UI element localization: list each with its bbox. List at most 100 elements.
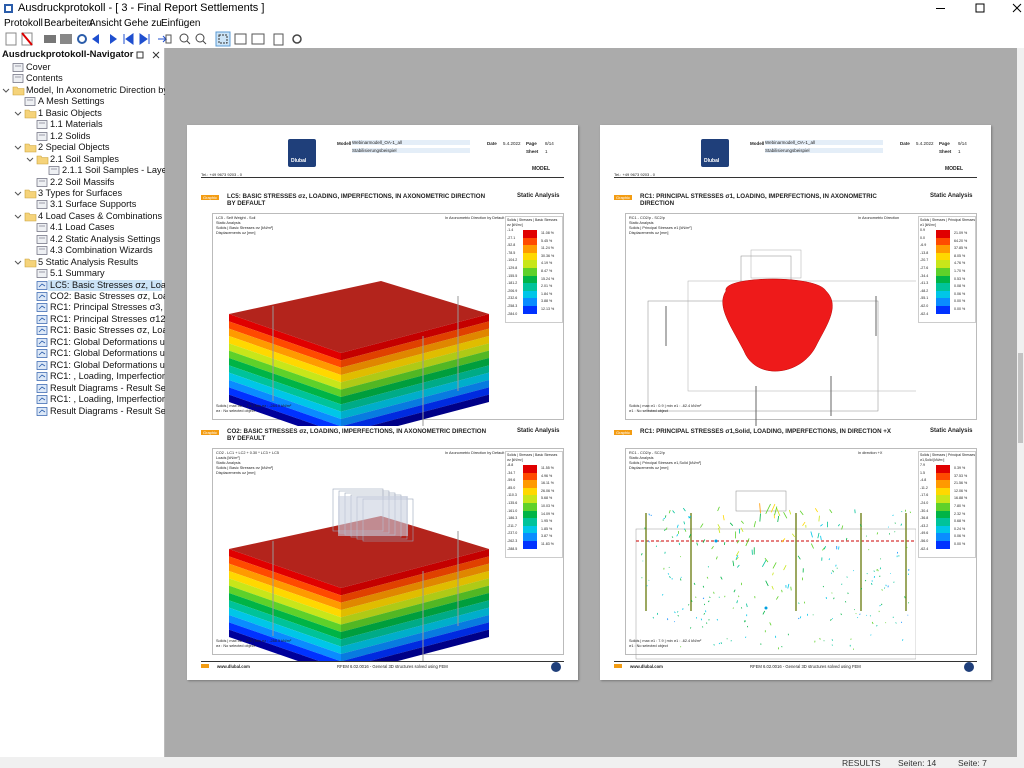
tree-item[interactable]: LC5: Basic Stresses σz, Loading, I... <box>50 279 199 290</box>
tree-item[interactable]: Result Diagrams - Result Section ... <box>50 382 196 393</box>
stress-band-side <box>341 571 489 618</box>
menu-item[interactable]: Protokoll <box>4 18 43 29</box>
result-icon <box>36 326 48 336</box>
legend-value: -1.4 <box>507 228 514 232</box>
page-icon <box>36 246 48 256</box>
folder-icon <box>24 212 37 222</box>
result-glyph <box>38 386 46 390</box>
stress-vector <box>700 618 703 621</box>
legend-percent: 0.00 % <box>954 307 966 311</box>
figure-caption: Static Analysis <box>216 461 241 465</box>
tree-item[interactable]: Cover <box>26 62 51 72</box>
tree-item[interactable]: 4.1 Load Cases <box>50 222 115 233</box>
tree-item[interactable]: RC1: Basic Stresses σz, Loading, ... <box>50 325 198 336</box>
folder-icon <box>36 155 49 164</box>
stress-vector <box>736 564 740 568</box>
toolbar <box>0 30 1024 49</box>
stress-vector <box>876 569 878 571</box>
tree-item[interactable]: RC1: , Loading, Imperfections, I... <box>50 371 187 382</box>
tree-item[interactable]: Contents <box>26 73 63 84</box>
tree-item[interactable]: 2 Special Objects <box>38 142 110 153</box>
legend-percent: 26.06 % <box>541 488 555 493</box>
tel: Tel.: +49 9673 9203 - 0 <box>614 172 656 177</box>
tree-item[interactable]: 3.1 Surface Supports <box>50 199 137 210</box>
tree-item[interactable]: 4.2 Static Analysis Settings <box>50 233 161 244</box>
tree-item[interactable]: 5.1 Summary <box>50 268 105 279</box>
stress-vector <box>735 554 739 560</box>
tree-item[interactable]: A Mesh Settings <box>38 96 105 107</box>
tree-item[interactable]: RC1: Global Deformations uZ, Loa... <box>50 348 199 359</box>
stress-vector <box>844 601 847 603</box>
page-number: 8/14 <box>545 141 554 146</box>
stress-band-front <box>229 549 341 596</box>
menu-item[interactable]: Bearbeiten <box>44 18 93 29</box>
menu-item[interactable]: Gehe zu <box>124 18 162 29</box>
menu-item[interactable]: Einfügen <box>161 18 201 29</box>
tree-item[interactable]: 1 Basic Objects <box>38 107 102 118</box>
stress-vector <box>646 585 648 587</box>
vertical-scrollbar[interactable] <box>1017 48 1024 757</box>
tree-item[interactable]: 4.3 Combination Wizards <box>50 245 153 256</box>
tree-item[interactable]: RC1: , Loading, Imperfections, I... <box>50 394 187 405</box>
tree-item[interactable]: RC1: Principal Stresses σ123, Loa... <box>50 313 199 324</box>
figure-caption: Static Analysis <box>216 221 241 225</box>
stress-vector <box>703 612 706 615</box>
result-glyph <box>38 340 46 345</box>
figure-direction: In Axonometric Direction by Default <box>445 216 505 220</box>
tree-item[interactable]: CO2: Basic Stresses σz, Loading, ... <box>50 291 199 301</box>
section-name: MODEL <box>532 166 551 172</box>
stress-vector <box>772 562 777 569</box>
window-controls[interactable] <box>930 0 1024 17</box>
stress-vector <box>740 520 744 524</box>
menu-item[interactable]: Ansicht <box>89 18 122 29</box>
tree-item[interactable]: Model, In Axonometric Direction by Defau… <box>26 84 200 95</box>
stress-band-front <box>229 593 341 640</box>
navigator-buttons[interactable] <box>136 50 162 60</box>
figure-title: CO2: BASIC STRESSES σz, LOADING, IMPERFE… <box>227 428 487 442</box>
legend-percent: 1.85 % <box>541 526 553 531</box>
toolbar-icons[interactable] <box>0 30 320 48</box>
legend-percent: 2.01 % <box>541 284 553 289</box>
legend-swatch <box>523 518 537 526</box>
figure-frame: RC1 - CO2/p - SC2/p Static Analysis Solids… <box>625 448 977 660</box>
stress-band-side <box>342 622 489 661</box>
status-mode: RESULTS <box>842 758 881 768</box>
stress-vector <box>792 533 795 538</box>
stress-vector <box>713 591 715 594</box>
stress-band-front <box>229 380 341 426</box>
tree-item[interactable]: 1.2 Solids <box>50 130 91 141</box>
tree-icons <box>36 292 48 301</box>
tree-icons <box>48 166 60 175</box>
tree-item[interactable]: RC1: Global Deformations uZ, Loa... <box>50 336 199 347</box>
tree-item[interactable]: 2.1 Soil Samples <box>50 153 119 164</box>
tree-item[interactable]: 4 Load Cases & Combinations <box>38 210 163 221</box>
legend-swatch <box>523 260 537 268</box>
stress-band-side <box>341 372 489 419</box>
tree-item[interactable]: 2.1.1 Soil Samples - Layers <box>62 165 175 176</box>
tree-item[interactable]: 1.1 Materials <box>50 119 103 130</box>
tree-item[interactable]: RC1: Principal Stresses σ3, Loa... <box>50 302 189 313</box>
stress-vector <box>740 527 744 533</box>
stress-vector <box>880 558 882 560</box>
page-icon <box>36 200 48 210</box>
tree-expander <box>2 88 10 93</box>
figure-graphic <box>229 281 489 426</box>
tree-item[interactable]: RC1: Global Deformations uZ, Loa... <box>50 359 199 370</box>
legend-percent: 0.39 % <box>954 466 966 470</box>
legend-swatch <box>523 525 537 534</box>
model-desc: Stabilisierungsbeispiel <box>765 148 883 153</box>
sheet-label: Sheet <box>939 149 952 154</box>
figure-summary: Solids | max σz : -8.8 | min σz : -288.5… <box>216 639 292 643</box>
legend-percent: 64.20 % <box>954 238 968 243</box>
stress-vector <box>680 646 682 648</box>
stress-vector <box>683 528 686 530</box>
side-shade <box>341 314 489 426</box>
tree-item[interactable]: 3 Types for Surfaces <box>38 187 123 198</box>
tree-item[interactable]: Result Diagrams - Result Section ... <box>50 405 196 416</box>
tree-item[interactable]: 2.2 Soil Massifs <box>50 176 115 187</box>
footer-left: www.dlubal.com <box>630 664 663 669</box>
stress-vector <box>717 524 721 529</box>
figure-title: RC1: PRINCIPAL STRESSES σ1,Solid, LOADIN… <box>640 428 892 435</box>
tree-icons <box>14 143 37 153</box>
tree-item[interactable]: 5 Static Analysis Results <box>38 256 139 267</box>
